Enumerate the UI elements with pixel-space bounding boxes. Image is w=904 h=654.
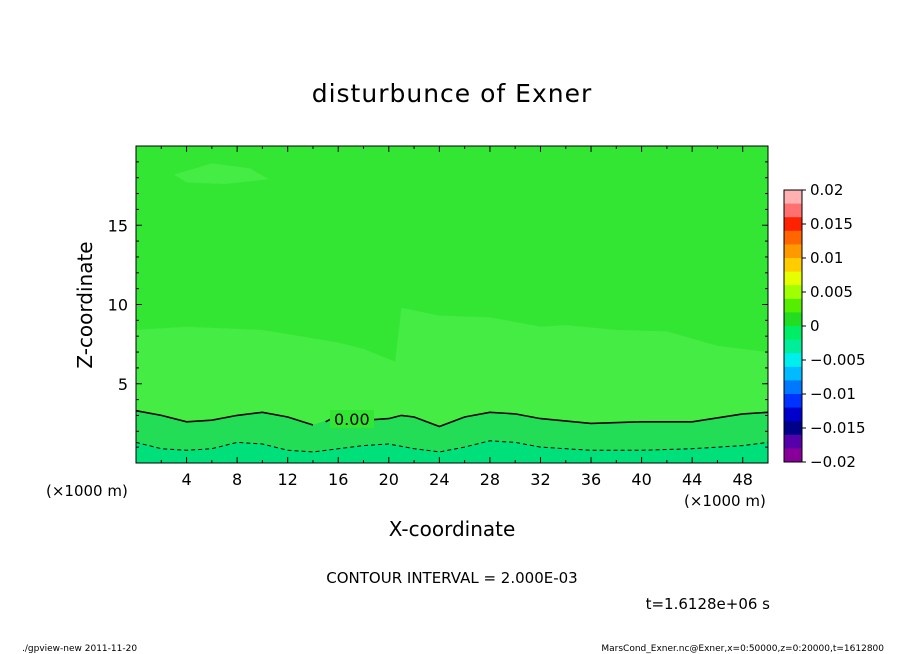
x-tick-12: 12 — [278, 470, 298, 489]
x-tick-40: 40 — [631, 470, 651, 489]
y-axis-label: Z-coordinate — [73, 241, 97, 368]
colorbar-swatch — [784, 244, 802, 259]
footer-right: MarsCond_Exner.nc@Exner,x=0:50000,z=0:20… — [601, 644, 884, 654]
colorbar-swatch — [784, 394, 802, 408]
colorbar-swatch — [784, 380, 802, 395]
x-tick-4: 4 — [181, 470, 191, 489]
field-upper-patch — [173, 163, 269, 184]
colorbar-swatches — [784, 190, 802, 463]
y-tick-15: 15 — [108, 216, 128, 235]
negative-contour-line — [135, 440, 769, 453]
footer-left: ./gpview-new 2011-11-20 — [22, 644, 137, 654]
colorbar-swatch — [784, 421, 802, 436]
colorbar-swatch — [784, 230, 802, 245]
colorbar-ticks — [802, 189, 806, 463]
field-light-patch — [136, 307, 768, 427]
colorbar-label-8: −0.02 — [810, 453, 856, 471]
contour-interval-note: CONTOUR INTERVAL = 2.000E-03 — [326, 569, 577, 587]
colorbar-swatch — [784, 434, 802, 449]
x-axis-label: X-coordinate — [389, 517, 516, 541]
colorbar-label-4: 0 — [810, 317, 820, 335]
colorbar-swatch — [784, 217, 802, 232]
colorbar-label-6: −0.01 — [810, 385, 856, 403]
field-lower-band — [136, 410, 768, 452]
x-tick-36: 36 — [581, 470, 601, 489]
chart-title: disturbunce of Exner — [312, 79, 593, 108]
contour-label-background — [330, 410, 374, 428]
x-tick-8: 8 — [232, 470, 242, 489]
y-tick-5: 5 — [118, 375, 128, 394]
colorbar-swatch — [784, 339, 802, 354]
x-unit-label: (×1000 m) — [684, 492, 766, 510]
x-tick-28: 28 — [480, 470, 500, 489]
colorbar-swatch — [784, 353, 802, 368]
colorbar-swatch — [784, 407, 802, 422]
x-tick-44: 44 — [682, 470, 702, 489]
colorbar-label-1: 0.015 — [810, 215, 853, 233]
x-tick-labels: 4 8 12 16 20 24 28 32 36 40 44 48 — [181, 470, 752, 489]
x-tick-48: 48 — [733, 470, 753, 489]
colorbar-swatch — [784, 285, 802, 300]
colorbar-label-2: 0.01 — [810, 249, 843, 267]
plot-area: 0.00 — [135, 145, 769, 464]
axis-ticks — [135, 145, 769, 464]
y-unit-label: (×1000 m) — [46, 482, 128, 500]
colorbar: 0.02 0.015 0.01 0.005 0 −0.005 −0.01 −0.… — [783, 181, 866, 471]
colorbar-label-7: −0.015 — [810, 419, 866, 437]
colorbar-label-3: 0.005 — [810, 283, 853, 301]
colorbar-swatch — [784, 258, 802, 272]
x-tick-24: 24 — [429, 470, 449, 489]
colorbar-label-0: 0.02 — [810, 181, 843, 199]
colorbar-swatch — [784, 190, 802, 204]
colorbar-swatch — [784, 366, 802, 381]
contour-label: 0.00 — [334, 410, 370, 429]
colorbar-swatch — [784, 312, 802, 327]
colorbar-swatch — [784, 298, 802, 313]
colorbar-swatch — [784, 271, 802, 286]
y-tick-labels: 5 10 15 — [108, 216, 128, 394]
y-tick-10: 10 — [108, 296, 128, 315]
time-note: t=1.6128e+06 s — [646, 595, 771, 613]
colorbar-swatch — [784, 326, 802, 340]
x-tick-16: 16 — [328, 470, 348, 489]
colorbar-label-5: −0.005 — [810, 351, 866, 369]
x-tick-20: 20 — [379, 470, 399, 489]
x-tick-32: 32 — [530, 470, 550, 489]
field-bottom-band — [136, 440, 768, 463]
colorbar-swatch — [784, 203, 802, 218]
colorbar-swatch — [784, 448, 802, 463]
